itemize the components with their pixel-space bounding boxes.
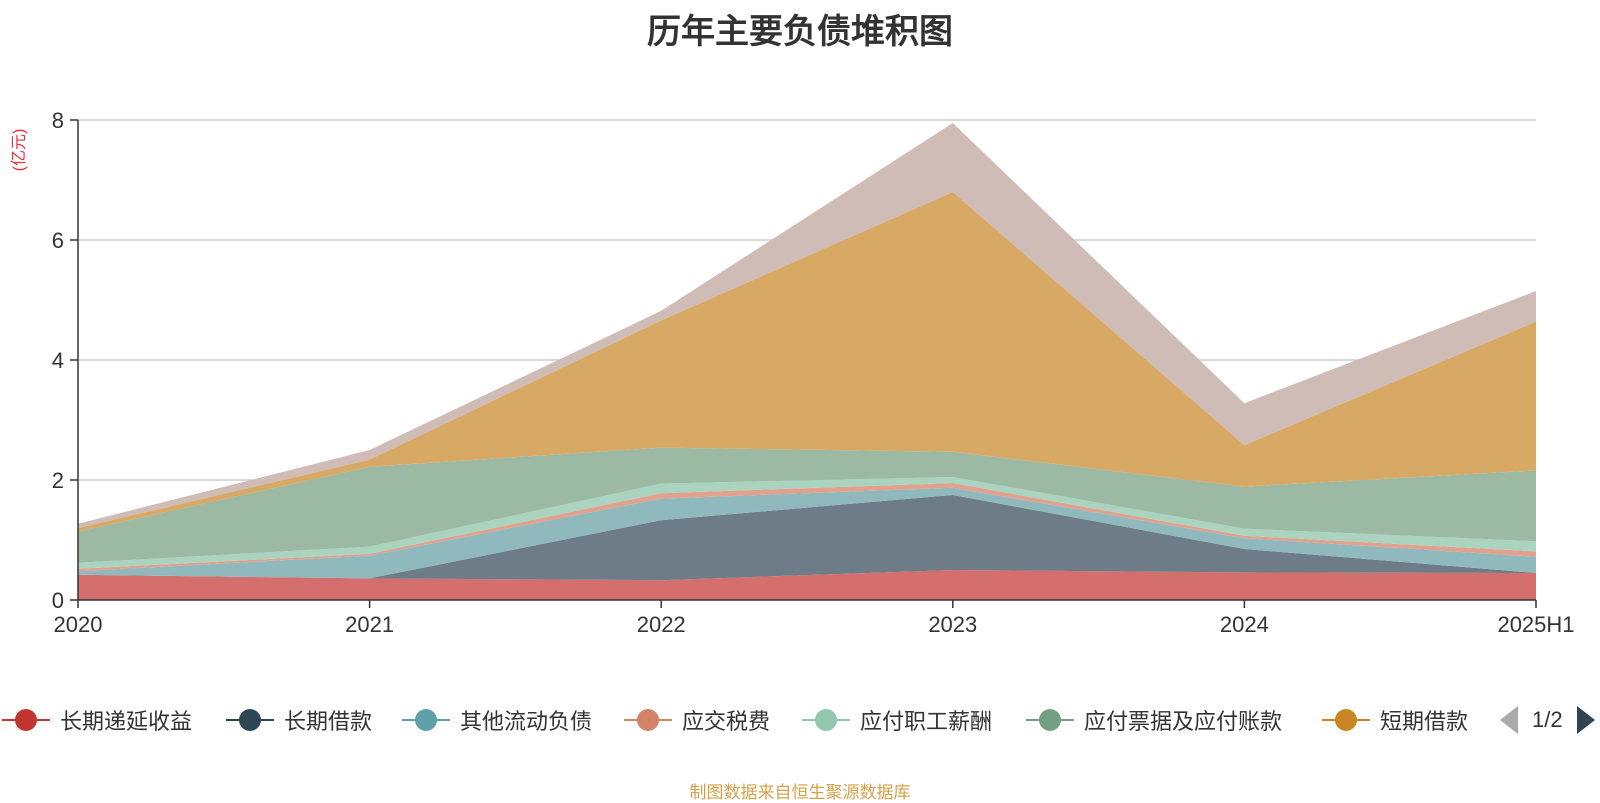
y-tick-label: 6	[52, 228, 64, 253]
legend-item[interactable]: 长期递延收益	[0, 700, 192, 740]
series-area-2	[78, 487, 1536, 579]
legend-page-indicator: 1/2	[1532, 707, 1563, 732]
legend-label: 应付职工薪酬	[860, 709, 993, 734]
legend-label: 应付票据及应付账款	[1084, 709, 1283, 734]
series-area-6	[78, 192, 1536, 532]
legend-item[interactable]: 应付职工薪酬	[800, 700, 992, 740]
legend-item[interactable]: 短期借款	[1320, 700, 1468, 740]
legend-marker-icon	[800, 700, 852, 740]
legend-label: 其他流动负债	[460, 709, 593, 734]
y-tick-label: 8	[52, 108, 64, 133]
legend-item[interactable]: 其他流动负债	[400, 700, 592, 740]
x-tick-label: 2024	[1220, 612, 1269, 637]
chart-legend: 长期递延收益 长期借款 其他流动负债 应交税费 应付职工薪酬 应付票据及应付账款 短期借款	[0, 700, 1600, 740]
legend-marker-icon	[400, 700, 452, 740]
legend-marker-icon	[1320, 700, 1372, 740]
x-tick-label: 2022	[637, 612, 686, 637]
x-tick-label: 2023	[928, 612, 977, 637]
chart-title: 历年主要负债堆积图	[647, 13, 953, 51]
y-tick-label: 4	[52, 348, 64, 373]
x-tick-label: 2021	[345, 612, 394, 637]
legend-item[interactable]: 长期借款	[224, 700, 372, 740]
legend-label: 长期递延收益	[60, 709, 193, 734]
series-area-7	[78, 123, 1536, 528]
legend-item[interactable]: 应交税费	[622, 700, 770, 740]
x-tick-label: 2020	[54, 612, 103, 637]
series-area-4	[78, 477, 1536, 569]
series-area-5	[78, 447, 1536, 563]
legend-prev-page-icon[interactable]	[1500, 706, 1518, 734]
series-area-3	[78, 483, 1536, 572]
legend-label: 短期借款	[1380, 709, 1469, 734]
legend-next-page-icon[interactable]	[1576, 706, 1595, 734]
legend-label: 长期借款	[284, 709, 373, 734]
series-area-0	[78, 570, 1536, 600]
legend-marker-icon	[1024, 700, 1076, 740]
series-area-1	[78, 495, 1536, 581]
data-source-note: 制图数据来自恒生聚源数据库	[689, 783, 911, 802]
x-tick-label: 2025H1	[1497, 612, 1574, 637]
y-tick-label: 0	[52, 588, 64, 613]
legend-marker-icon	[0, 700, 52, 740]
legend-pager: 1/2	[1500, 700, 1595, 740]
legend-marker-icon	[224, 700, 276, 740]
legend-label: 应交税费	[682, 709, 771, 734]
y-tick-label: 2	[52, 468, 64, 493]
stacked-area-chart: 0 2 4 6 8 2020 2021 2022 2023 2024 2025H1	[52, 108, 1575, 637]
legend-item[interactable]: 应付票据及应付账款	[1024, 700, 1282, 740]
legend-marker-icon	[622, 700, 674, 740]
